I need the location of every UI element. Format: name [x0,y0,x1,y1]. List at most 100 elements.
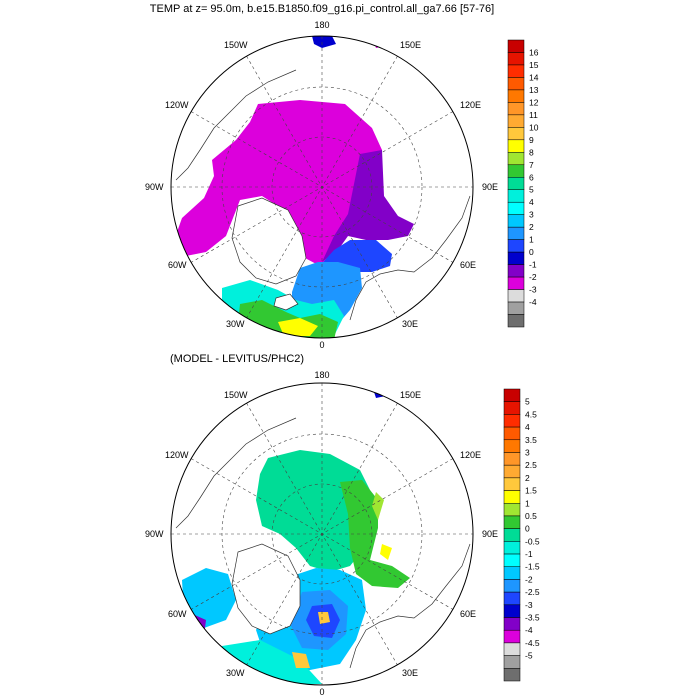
colorbar-swatch [507,301,525,315]
longitude-labels: 180 0 90W 90E 150W 120W 150E 120E 60W 30… [145,20,498,350]
colorbar: 5 4.5 4 3.5 3 2.5 2 1.5 1 0.5 0 -0.5 -1 -1.5 -2 -2.5 -3 -… [503,388,540,682]
colorbar-tick-label: 16 [529,47,539,57]
colorbar-swatch [507,276,525,290]
colorbar-swatch [507,152,525,166]
field-plus2 [318,612,330,624]
panel-title: TEMP at z= 95.0m, b.e15.B1850.f09_g16.pi… [150,3,494,15]
field-top-magenta [374,40,386,48]
colorbar-tick-label: 0.5 [525,511,537,521]
colorbar-swatch [503,566,521,580]
colorbar-tick-label: -4 [529,297,537,307]
polar-map: 180 0 90W 90E 150W 120W 150E 120E 60W 30… [145,20,498,350]
colorbar-swatch [503,464,521,479]
lon-label-30e: 30E [402,668,418,678]
landmass-eurasia [349,195,471,321]
colorbar-swatch [503,426,521,441]
colorbar-tick-label: 2 [529,222,534,232]
lon-label-150w: 150W [224,40,248,50]
colorbar-tick-label: -4 [525,625,533,635]
colorbar-swatch [507,264,525,278]
field-south-warm [292,652,310,668]
lon-label-0: 0 [319,340,324,350]
field-minus0.5 [256,450,374,572]
colorbar-swatch [507,201,525,215]
colorbar-tick-label: -3.5 [525,613,540,623]
colorbar-tick-label: -1.5 [525,562,540,572]
lon-label-30w: 30W [226,668,245,678]
colorbar-tick-label: 4.5 [525,409,537,419]
colorbar-swatch [503,629,521,644]
colorbar-swatch [503,439,521,453]
polar-map: 180 0 90W 90E 150W 120W 150E 120E 60W 30… [145,370,498,697]
colorbar-swatch [503,388,521,402]
landmass-america [175,69,297,181]
colorbar-swatch [503,490,521,504]
colorbar-tick-label: -4.5 [525,638,540,648]
colorbar-swatch [507,226,525,240]
field-1 [380,544,392,560]
colorbar-tick-label: -2 [525,574,533,584]
colorbar-tick-label: 14 [529,72,539,82]
colorbar-swatch [507,214,525,228]
colorbar-swatch [503,604,521,618]
colorbar-swatch [503,452,521,466]
colorbar-tick-label: 3 [529,210,534,220]
colorbar-swatch [503,579,521,593]
lon-label-60w: 60W [168,609,187,619]
colorbar-tick-label: 10 [529,122,539,132]
colorbar-swatch [503,655,521,669]
colorbar-swatch [507,251,525,265]
lon-label-90w: 90W [145,529,164,539]
colorbar-swatch [507,52,525,66]
colorbar-tick-label: -2 [529,272,537,282]
lon-label-30w: 30W [226,319,245,329]
colorbar-tick-label: -0.5 [525,536,540,546]
colorbar-tick-label: 2.5 [525,460,537,470]
colorbar-tick-label: 2 [525,473,530,483]
graticule [171,36,473,338]
colorbar-swatch [503,414,521,428]
colorbar-tick-label: 4 [529,197,534,207]
colorbar-tick-label: 0 [529,247,534,257]
colorbar-swatch [503,591,521,606]
colorbar-swatch [507,189,525,203]
colorbar-tick-label: 3 [525,447,530,457]
landmass-eurasia [349,543,471,669]
lon-label-90w: 90W [145,182,164,192]
colorbar-swatch [503,642,521,656]
panel-temp: TEMP at z= 95.0m, b.e15.B1850.f09_g16.pi… [145,3,539,350]
lon-label-180: 180 [314,20,329,30]
panel-title: (MODEL - LEVITUS/PHC2) [170,353,304,365]
colorbar-swatch [507,89,525,103]
field-minus1 [172,100,382,266]
colorbar-tick-label: 11 [529,110,538,120]
lon-label-60e: 60E [460,609,476,619]
colorbar-tick-label: 1 [525,498,530,508]
colorbar-tick-label: 13 [529,85,539,95]
colorbar-tick-label: -1 [525,549,533,559]
colorbar-swatch [503,503,521,517]
lon-label-30e: 30E [402,319,418,329]
lon-label-150w: 150W [224,390,248,400]
lon-label-150e: 150E [400,40,421,50]
colorbar-swatch [507,64,525,78]
landmass-iceland [273,293,299,311]
lon-label-120e: 120E [460,100,481,110]
colorbar-swatch [503,401,521,415]
colorbar-swatch [503,553,521,567]
field-9 [278,318,318,336]
longitude-labels: 180 0 90W 90E 150W 120W 150E 120E 60W 30… [145,370,498,697]
landmass-greenland [231,543,301,635]
lon-label-120w: 120W [165,450,189,460]
lon-label-90e: 90E [482,182,498,192]
panel-difference: (MODEL - LEVITUS/PHC2) [145,353,540,697]
colorbar-tick-label: 12 [529,97,539,107]
field-0.5 [372,492,384,520]
graticule [171,383,473,685]
colorbar-swatch [503,541,521,555]
colorbar-swatch [507,289,525,303]
colorbar-tick-label: 3.5 [525,435,537,445]
field-top-blue [312,36,336,48]
